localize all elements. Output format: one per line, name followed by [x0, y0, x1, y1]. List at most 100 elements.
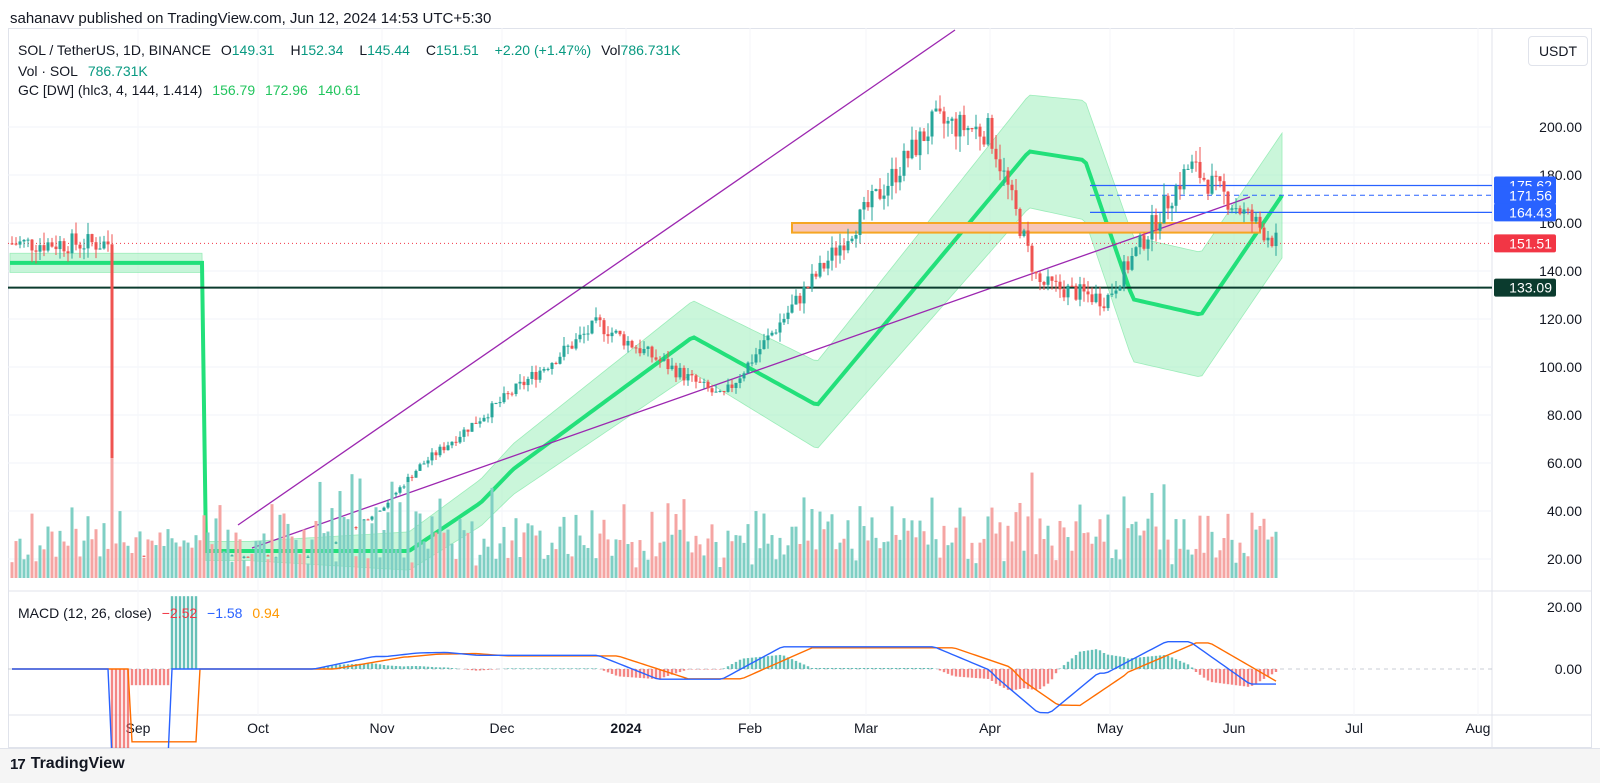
volume-bar: [1195, 549, 1198, 578]
volume-bar: [19, 539, 22, 578]
volume-bar: [243, 560, 246, 578]
gc-value-3: 140.61: [318, 82, 361, 98]
volume-bar: [1003, 561, 1006, 578]
macd-hist-bar: [943, 669, 945, 672]
candle-body: [1155, 215, 1158, 231]
volume-bar: [779, 538, 782, 578]
volume-bar: [695, 536, 698, 578]
candle-body: [663, 359, 666, 361]
volume-bar: [475, 565, 478, 578]
macd-hist-bar: [919, 668, 921, 669]
volume-bar: [495, 559, 498, 578]
volume-bar: [1259, 526, 1262, 578]
macd-hist-bar: [451, 668, 453, 669]
macd-hist-bar: [971, 669, 973, 678]
candle-body: [779, 322, 782, 332]
macd-hist-bar: [411, 666, 413, 669]
macd-hist-bar: [979, 669, 981, 678]
candle-body: [51, 242, 54, 246]
volume-bar: [451, 544, 454, 578]
volume-bar: [75, 529, 78, 578]
candle-body: [531, 372, 534, 379]
candle-body: [835, 248, 838, 256]
volume-bar: [371, 523, 374, 578]
candle-body: [875, 189, 878, 191]
price-tick-label: 60.00: [1547, 455, 1582, 471]
volume-bar: [23, 559, 26, 578]
volume-bar: [955, 528, 958, 578]
volume-bar: [1171, 564, 1174, 578]
macd-hist-bar: [1039, 669, 1041, 689]
macd-hist-bar: [807, 666, 809, 669]
candle-body: [71, 233, 74, 253]
tradingview-brand[interactable]: 17 TradingView: [10, 755, 125, 773]
volume-bar: [663, 542, 666, 578]
macd-hist-bar: [747, 658, 749, 669]
candle-body: [743, 373, 746, 378]
candle-body: [31, 240, 34, 251]
volume-bar: [655, 556, 658, 578]
macd-legend[interactable]: MACD (12, 26, close) −2.52 −1.58 0.94: [18, 605, 286, 621]
candle-body: [1131, 256, 1134, 270]
macd-hist-bar: [439, 667, 441, 669]
volume-bar: [643, 551, 646, 578]
candle-body: [979, 127, 982, 137]
volume-bar: [1067, 537, 1070, 578]
volume-bar: [951, 543, 954, 578]
volume-bar: [1255, 530, 1258, 578]
macd-hist-bar: [1187, 664, 1189, 669]
volume-bar: [515, 518, 518, 578]
price-marker-label: 151.51: [1509, 235, 1552, 251]
candle-body: [591, 321, 594, 334]
candle-body: [651, 347, 654, 358]
volume-bar: [683, 499, 686, 578]
volume-bar: [759, 548, 762, 578]
candle-body: [575, 339, 578, 348]
symbol-legend[interactable]: SOL / TetherUS, 1D, BINANCE O149.31 H152…: [18, 42, 693, 58]
candle-body: [1195, 162, 1198, 163]
macd-hist-bar: [1055, 669, 1057, 673]
macd-hist-bar: [859, 668, 861, 669]
macd-hist-bar: [723, 668, 725, 669]
volume-bar: [255, 541, 258, 578]
candle-body: [1235, 208, 1238, 209]
volume-bar: [35, 561, 38, 578]
candle-body: [431, 452, 434, 460]
gc-legend[interactable]: GC [DW] (hlc3, 4, 144, 1.414) 156.79 172…: [18, 82, 367, 98]
volume-bar: [871, 517, 874, 578]
candle-body: [599, 317, 602, 320]
chart-svg[interactable]: 200.00180.00160.00140.00120.00100.0080.0…: [0, 0, 1600, 748]
candle-body: [1259, 217, 1262, 228]
macd-hist-bar: [1059, 668, 1061, 669]
volume-bar: [975, 563, 978, 578]
candle-body: [1231, 208, 1234, 209]
candle-body: [1151, 215, 1154, 239]
macd-hist-bar: [611, 669, 613, 674]
candle-body: [895, 169, 898, 182]
candle-body: [915, 140, 918, 155]
candle-body: [495, 403, 498, 404]
candle-body: [559, 357, 562, 364]
candle-body: [487, 417, 490, 418]
macd-hist-bar: [1035, 669, 1037, 690]
candle-body: [1127, 261, 1130, 270]
macd-hist-bar: [1255, 669, 1257, 684]
volume-bar: [907, 531, 910, 578]
volume-bar: [279, 515, 282, 578]
macd-hist-bar: [679, 669, 681, 672]
symbol-label[interactable]: SOL / TetherUS, 1D, BINANCE: [18, 42, 211, 58]
candle-body: [775, 333, 778, 334]
volume-bar: [359, 479, 362, 578]
volume-bar: [839, 543, 842, 578]
macd-hist-bar: [1143, 657, 1145, 669]
volume-bar: [291, 536, 294, 578]
candle-body: [1271, 238, 1274, 246]
macd-hist-bar: [443, 667, 445, 669]
currency-button[interactable]: USDT: [1528, 36, 1588, 66]
volume-legend[interactable]: Vol · SOL 786.731K: [18, 63, 154, 79]
macd-hist-bar: [1067, 662, 1069, 669]
volume-bar: [103, 523, 106, 578]
macd-hist-bar: [1227, 669, 1229, 684]
candle-body: [1027, 230, 1030, 245]
macd-hist-bar: [543, 668, 545, 669]
